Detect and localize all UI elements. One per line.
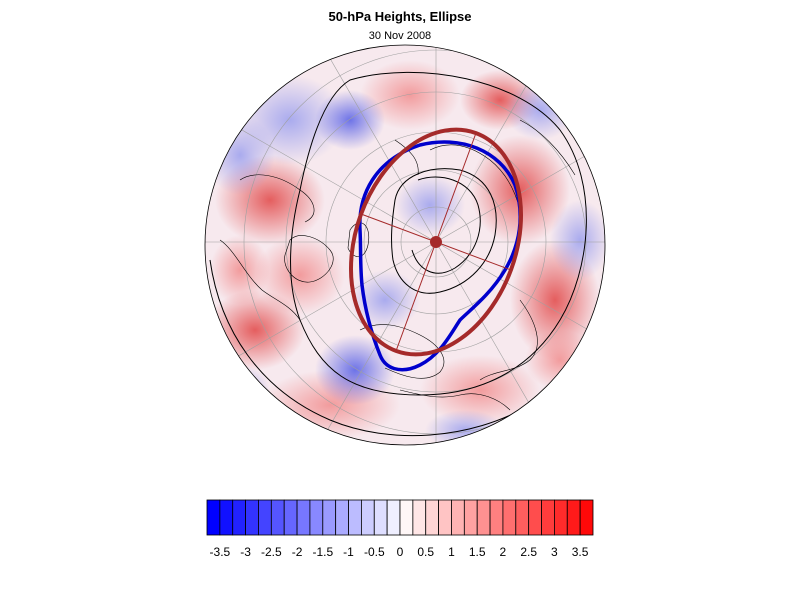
colorbar-box [283,499,298,536]
meridian-line [435,111,605,243]
meridian-line [210,241,437,373]
colorbar-box [541,499,555,536]
colorbar-tick-label: 0.5 [417,545,434,559]
meridian-line [435,241,605,373]
colorbar-tick-label: 2 [500,545,507,559]
colorbar-box [206,499,221,536]
colorbar-tick-label: 1 [448,545,455,559]
colorbar-tick-label: 0 [397,545,404,559]
colorbar-box [373,499,388,536]
colorbar-box [476,499,491,536]
fitted-ellipse [348,127,524,357]
colorbar-box [451,499,465,536]
colorbar-box [566,499,581,536]
colorbar-box [348,499,362,536]
polar-stereographic-map [204,44,606,446]
colorbar-tick-label: -0.5 [364,545,385,559]
colorbar-tick-label: -3.5 [210,545,231,559]
colorbar-box [219,499,234,536]
colorbar-boxes [206,499,594,536]
colorbar-box [463,499,478,536]
colorbar-box [270,499,285,536]
colorbar-box [296,499,311,536]
map-title: 50-hPa Heights, Ellipse [328,9,472,24]
colorbar-tick-label: -1 [343,545,354,559]
colorbar-tick-label: 3.5 [572,545,589,559]
colorbar-box [232,499,246,536]
colorbar-box [489,499,504,536]
colorbar-box [309,499,324,536]
colorbar-box [425,499,440,536]
map-boundary [204,44,606,446]
meridian-line [210,111,437,243]
colorbar-box [515,499,530,536]
colorbar-tick-label: -1.5 [312,545,333,559]
colorbar-tick-label: -3 [240,545,251,559]
colorbar-box [335,499,349,536]
colorbar-tick-label: 3 [551,545,558,559]
colorbar-box [258,499,272,536]
colorbar-box [579,499,594,536]
colorbar-box [399,499,414,536]
colorbar-box [438,499,452,536]
colorbar-box [502,499,517,536]
colorbar-box [528,499,542,536]
map-date: 30 Nov 2008 [368,30,432,42]
colorbar-labels: -3.5 -3 -2.5 -2 -1.5 -1 -0.5 0 0.5 1 1.5 2 2.5 3 3.5 [210,545,589,559]
colorbar-tick-label: -2 [292,545,303,559]
colorbar-tick-label: -2.5 [261,545,282,559]
ellipse-center-marker [430,236,442,248]
colorbar-box [245,499,259,536]
colorbar-box [412,499,427,536]
vortex-edge-contour [358,140,522,372]
colorbar-box [554,499,568,536]
colorbar-box [322,499,337,536]
colorbar-box [386,499,401,536]
colorbar-box [360,499,375,536]
colorbar-tick-label: 2.5 [520,545,537,559]
colorbar-tick-label: 1.5 [469,545,486,559]
